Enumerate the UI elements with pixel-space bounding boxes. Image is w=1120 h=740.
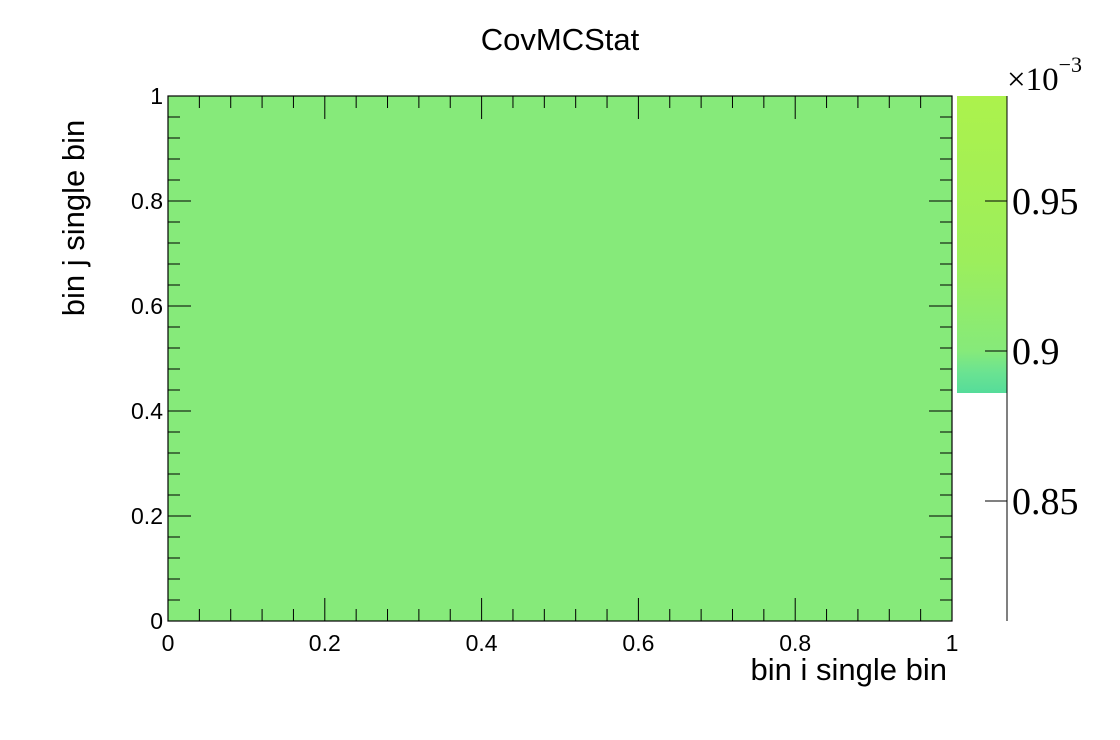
colorbar-tick-label: 0.9	[1012, 331, 1060, 373]
x-tick-label: 0.6	[622, 630, 654, 656]
colorbar-scale-exponent: −3	[1058, 52, 1083, 77]
colorbar-tick-label: 0.85	[1012, 481, 1079, 523]
colorbar-tick-label: 0.95	[1012, 181, 1079, 223]
chart-title: CovMCStat	[443, 16, 677, 60]
x-tick-label: 0.2	[309, 630, 341, 656]
y-tick-label: 1	[150, 83, 163, 109]
x-tick-label: 0.4	[466, 630, 498, 656]
colorbar-scale-base: ×10	[1007, 62, 1059, 98]
x-tick-label: 1	[946, 630, 959, 656]
y-tick-label: 0	[150, 608, 163, 634]
colorbar-exponent-label: ×10−3	[1007, 52, 1082, 99]
plot-frame	[167, 95, 953, 622]
heatmap-cell	[168, 96, 952, 621]
y-tick-label: 0.4	[131, 398, 163, 424]
x-tick-label: 0.8	[779, 630, 811, 656]
y-tick-label: 0.8	[131, 188, 163, 214]
colorbar-fill	[957, 96, 1007, 393]
y-tick-label: 0.6	[131, 293, 163, 319]
y-tick-label: 0.2	[131, 503, 163, 529]
x-axis-label: bin i single bin	[750, 652, 947, 687]
x-tick-label: 0	[162, 630, 175, 656]
y-axis-label: bin j single bin	[56, 119, 91, 317]
